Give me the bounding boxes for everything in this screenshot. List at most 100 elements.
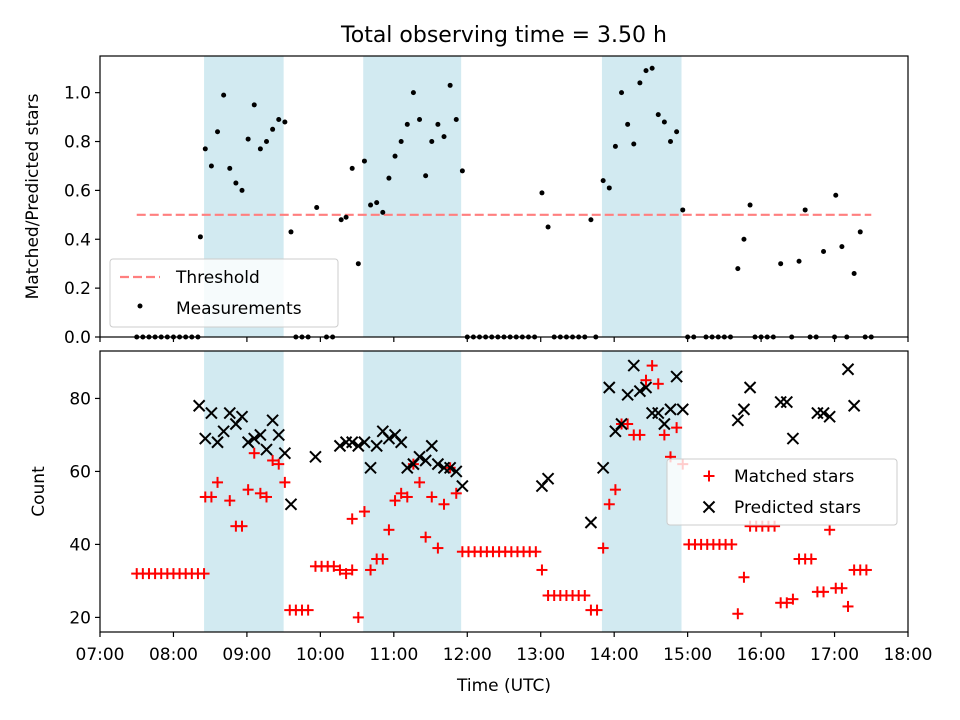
measurement-point	[667, 139, 673, 145]
top-plot-frame	[99, 55, 909, 338]
predicted-star-point	[370, 439, 383, 453]
measurement-point	[588, 217, 594, 223]
measurement-point	[851, 270, 857, 276]
predicted-star-point	[658, 417, 671, 431]
predicted-star-point	[633, 384, 647, 398]
matched-star-point	[377, 553, 389, 565]
bottom-y-axis: 20 40 60 80	[69, 389, 100, 628]
legend-threshold-label: Threshold	[175, 268, 260, 288]
matched-star-point	[346, 564, 358, 576]
predicted-star-point	[743, 381, 757, 394]
predicted-star-point	[786, 432, 800, 445]
y-tick-label: 0.2	[64, 279, 91, 299]
legend-predicted-swatch	[702, 500, 716, 514]
bottom-plot-frame	[99, 350, 909, 633]
measurement-point	[655, 112, 661, 118]
bottom-panel: 20 40 60 80 07:00 08:00 09:00 10:00 11:00 12:00 1…	[29, 350, 933, 696]
measurement-point	[435, 121, 441, 127]
x-tick-label: 10:00	[296, 645, 345, 665]
measurement-point	[380, 209, 386, 215]
measurements-series	[134, 65, 874, 340]
measurement-point	[343, 214, 349, 220]
matched-star-point	[579, 590, 591, 602]
matched-star-point	[818, 586, 830, 598]
measurement-point	[386, 175, 392, 181]
measurement-point	[643, 68, 649, 74]
measurement-point	[423, 173, 429, 179]
measurement-point	[410, 90, 416, 96]
predicted-star-point	[352, 439, 365, 453]
matched-star-point	[726, 538, 738, 550]
measurement-point	[368, 202, 374, 208]
measurement-point	[441, 134, 447, 140]
matched-star-point	[365, 564, 377, 576]
measurement-point	[374, 200, 380, 206]
matched-star-point	[597, 542, 609, 554]
matched-star-point	[224, 495, 236, 507]
chart-title: Total observing time = 3.50 h	[340, 23, 667, 48]
matched-star-point	[426, 491, 438, 503]
matched-star-point	[438, 498, 450, 510]
matched-star-point	[805, 553, 817, 565]
matched-star-point	[279, 476, 291, 488]
top-legend: Threshold Measurements	[109, 258, 339, 328]
predicted-star-point	[419, 454, 432, 467]
measurement-point	[221, 92, 227, 98]
measurement-point	[429, 139, 435, 145]
measurement-point	[661, 119, 667, 125]
matched-star-point	[787, 593, 799, 605]
measurement-point	[282, 119, 288, 125]
legend-predicted-label: Predicted stars	[734, 498, 861, 518]
measurement-point	[202, 146, 208, 152]
matched-star-point	[634, 429, 646, 441]
measurement-point	[741, 236, 747, 242]
matched-star-point	[420, 531, 432, 543]
legend-measurements-label: Measurements	[176, 299, 302, 319]
measurement-point	[208, 163, 214, 169]
measurement-point	[233, 180, 239, 186]
matched-star-point	[205, 491, 217, 503]
measurement-point	[197, 234, 203, 240]
measurement-point	[545, 224, 551, 230]
matched-star-point	[212, 476, 224, 488]
predicted-star-point	[401, 461, 414, 474]
matched-star-point	[640, 374, 652, 386]
predicted-star-point	[670, 370, 683, 383]
measurement-point	[619, 90, 625, 96]
matched-star-point	[536, 564, 548, 576]
matched-star-point	[340, 568, 352, 580]
measurement-point	[245, 136, 251, 142]
y-tick-label: 0.0	[64, 328, 91, 348]
predicted-star-point	[664, 403, 677, 416]
measurement-point	[314, 204, 320, 210]
measurement-point	[270, 126, 276, 132]
predicted-star-point	[676, 403, 689, 416]
shaded-interval	[601, 56, 682, 337]
matched-star-point	[352, 611, 364, 623]
predicted-star-point	[639, 381, 653, 394]
measurement-point	[453, 117, 459, 123]
predicted-star-point	[394, 436, 408, 449]
predicted-star-point	[621, 388, 634, 401]
measurement-point	[625, 121, 631, 127]
matched-star-point	[383, 524, 395, 536]
matched-star-point	[824, 524, 836, 536]
y-tick-label: 80	[69, 389, 91, 409]
measurement-point	[404, 121, 410, 127]
matched-star-point	[334, 564, 346, 576]
measurement-point	[637, 80, 643, 86]
x-tick-label: 13:00	[516, 645, 565, 665]
matched-star-point	[414, 476, 426, 488]
measurement-point	[778, 261, 784, 267]
measurement-point	[649, 65, 655, 71]
measurement-point	[355, 261, 361, 267]
x-tick-label: 15:00	[663, 645, 712, 665]
predicted-star-point	[266, 414, 279, 427]
predicted-star-point	[443, 461, 457, 474]
x-tick-label: 09:00	[222, 645, 271, 665]
x-axis-label: Time (UTC)	[456, 676, 551, 696]
measurement-point	[600, 178, 606, 184]
matched-star-point	[671, 422, 683, 434]
predicted-star-point	[309, 450, 322, 464]
bottom-legend: Matched stars Predicted stars	[666, 458, 898, 526]
